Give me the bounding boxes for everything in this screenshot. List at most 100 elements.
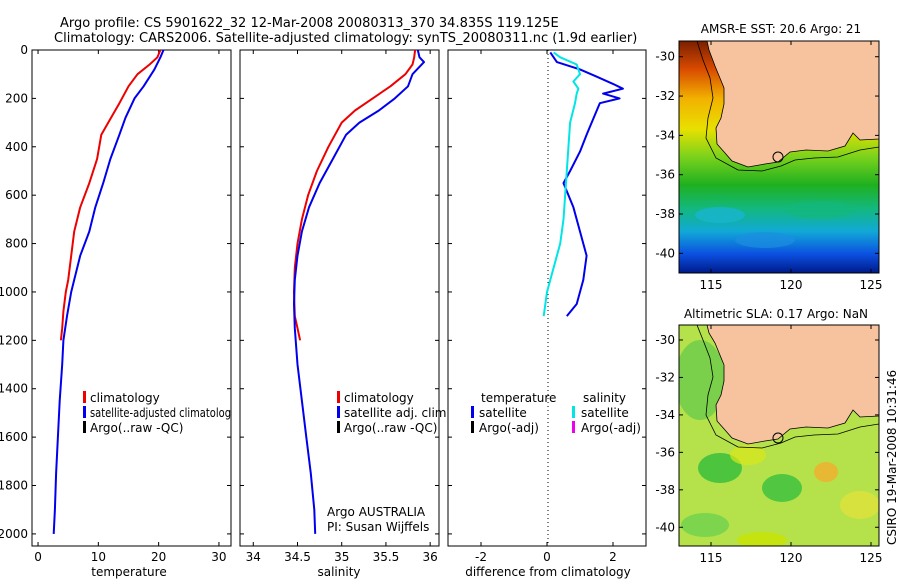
x-tick-label: 2 <box>609 550 617 564</box>
title-line-2: Climatology: CARS2006. Satellite-adjuste… <box>54 31 637 46</box>
salinity-ticks: 34 34.5 35 35.5 36 <box>240 49 439 564</box>
map-x-tick-label: 120 <box>780 551 803 565</box>
legend-swatch-temp-argo <box>471 421 474 433</box>
legend-heading-temperature: temperature <box>481 391 556 405</box>
difference-panel: -2 0 2 difference from climatology tempera… <box>447 49 647 579</box>
legend-text-sal-satellite: satellite <box>581 406 629 420</box>
x-tick-label: 35 <box>334 550 349 564</box>
legend-swatch-climatology <box>337 391 340 403</box>
y-tick-label: 0 <box>20 43 28 57</box>
sla-patch <box>814 462 838 482</box>
map-y-tick-label: -38 <box>655 207 675 221</box>
sst-map-frame <box>678 40 880 274</box>
x-tick-label: 0 <box>543 550 551 564</box>
sla-map: Altimetric SLA: 0.17 Argo: NaN 115 120 125… <box>655 307 882 565</box>
map-y-tick-label: -36 <box>655 445 675 459</box>
map-y-tick-label: -30 <box>655 50 675 64</box>
difference-legend: temperature satellite Argo(-adj) salinit… <box>471 391 641 435</box>
legend-text-temp-satellite: satellite <box>479 406 527 420</box>
legend-heading-salinity: salinity <box>583 391 626 405</box>
y-tick-label: 200 <box>5 91 28 105</box>
temperature-series <box>52 49 165 534</box>
salinity-axes-frame <box>239 49 440 547</box>
y-tick-label: 400 <box>5 140 28 154</box>
sla-patch <box>698 453 742 483</box>
map-x-tick-label: 125 <box>860 278 883 292</box>
difference-series <box>542 51 624 317</box>
temperature-axes-frame <box>31 49 232 547</box>
series-line-temperature-satellite <box>549 51 624 317</box>
legend-swatch-argo <box>337 421 340 433</box>
legend-swatch-argo <box>83 421 86 433</box>
sst-map-ticks: 115 120 125 -30 -32 -34 -36 -38 -40 <box>655 41 882 292</box>
sst-shelf-contour <box>696 41 879 172</box>
map-x-tick-label: 125 <box>860 551 883 565</box>
salinity-series <box>293 49 425 534</box>
sla-patch <box>679 340 725 420</box>
legend-text-satellite: satellite adj. clim. <box>344 406 450 420</box>
sst-map: AMSR-E SST: 20.6 Argo: 21 <box>655 22 882 292</box>
legend-text-temp-argo: Argo(-adj) <box>479 421 539 435</box>
series-line-salinity-satellite <box>542 51 581 317</box>
argo-program-label: Argo AUSTRALIA <box>327 505 426 519</box>
temperature-panel: 0 10 20 30 0 200 400 600 800 1000 1200 1400 1600 1800… <box>0 43 232 579</box>
map-y-tick-label: -30 <box>655 333 675 347</box>
sla-map-ticks: 115 120 125 -30 -32 -34 -36 -38 -40 <box>655 325 882 565</box>
legend-text-climatology: climatology <box>90 391 160 405</box>
sla-patch <box>762 474 802 502</box>
y-tick-label: 1400 <box>0 382 28 396</box>
title-line-1: Argo profile: CS 5901622_32 12-Mar-2008 … <box>60 16 559 31</box>
series-line-climatology <box>59 49 162 341</box>
y-tick-label: 1600 <box>0 430 28 444</box>
map-y-tick-label: -32 <box>655 89 675 103</box>
map-y-tick-label: -34 <box>655 408 675 422</box>
map-y-tick-label: -34 <box>655 128 675 142</box>
legend-swatch-sal-argo <box>572 421 575 433</box>
series-line-satellite-adjusted-climatology <box>52 49 165 534</box>
sla-land <box>706 325 879 445</box>
y-tick-label: 1800 <box>0 479 28 493</box>
legend-swatch-satellite <box>337 406 340 418</box>
legend-swatch-climatology <box>83 391 86 403</box>
argo-pi-label: PI: Susan Wijffels <box>327 520 429 534</box>
x-tick-label: 0 <box>34 550 42 564</box>
legend-text-satellite: satellite-adjusted climatolog <box>90 406 231 420</box>
salinity-panel: 34 34.5 35 35.5 36 salinity climatology sate… <box>239 49 450 579</box>
sst-patch <box>695 207 745 223</box>
legend-swatch-temp-satellite <box>471 406 474 418</box>
salinity-xlabel: salinity <box>317 565 360 579</box>
series-line-satellite-adj-clim- <box>293 49 425 534</box>
x-tick-label: 35.5 <box>373 550 400 564</box>
difference-ticks: -2 0 2 <box>448 49 646 564</box>
x-tick-label: 36 <box>423 550 438 564</box>
legend-text-climatology: climatology <box>344 391 414 405</box>
sla-map-title: Altimetric SLA: 0.17 Argo: NaN <box>684 307 868 321</box>
map-x-tick-label: 115 <box>700 551 723 565</box>
x-tick-label: 34 <box>246 550 261 564</box>
y-tick-label: 800 <box>5 237 28 251</box>
argo-float-marker <box>772 432 784 444</box>
map-y-tick-label: -36 <box>655 168 675 182</box>
timestamp-label: CSIRO 19-Mar-2008 10:31:46 <box>885 370 899 545</box>
difference-xlabel: difference from climatology <box>465 565 631 579</box>
figure-title: Argo profile: CS 5901622_32 12-Mar-2008 … <box>54 16 637 46</box>
x-tick-label: -2 <box>475 550 487 564</box>
y-tick-label: 1200 <box>0 333 28 347</box>
map-y-tick-label: -40 <box>655 246 675 260</box>
sla-patch <box>840 491 879 519</box>
sla-patch <box>737 532 787 546</box>
sla-patch <box>730 445 766 465</box>
x-tick-label: 30 <box>211 550 226 564</box>
legend-text-argo: Argo(..raw -QC) <box>90 421 183 435</box>
map-y-tick-label: -38 <box>655 483 675 497</box>
y-tick-label: 2000 <box>0 527 28 541</box>
sla-shelf-contour <box>696 325 879 449</box>
legend-swatch-sal-satellite <box>572 406 575 418</box>
sst-patch <box>735 232 795 248</box>
map-x-tick-label: 120 <box>780 278 803 292</box>
legend-text-sal-argo: Argo(-adj) <box>581 421 641 435</box>
y-tick-label: 600 <box>5 188 28 202</box>
temperature-legend: climatology satellite-adjusted climatolo… <box>83 391 231 435</box>
x-tick-label: 10 <box>91 550 106 564</box>
